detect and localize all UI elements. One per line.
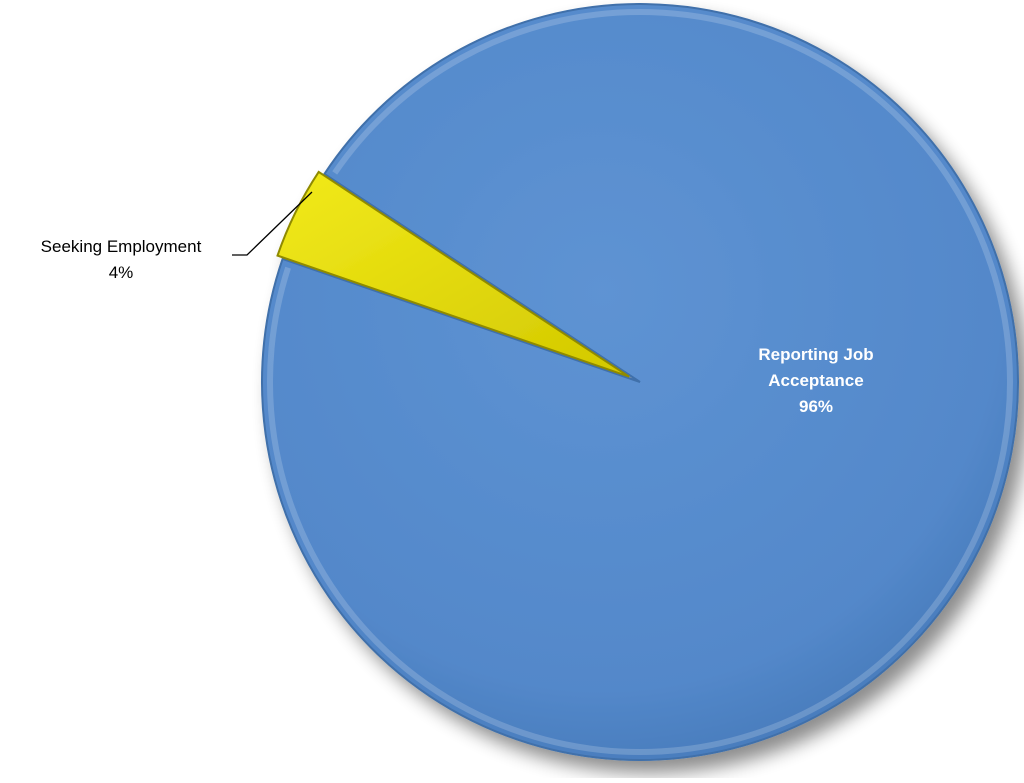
pie-label-leader-line bbox=[232, 191, 313, 256]
pie-slice-reporting-job-acceptance bbox=[261, 3, 1019, 761]
pie-slice-seeking-employment bbox=[276, 170, 630, 378]
pie-labels: Reporting Job Acceptance 96% Seeking Employ… bbox=[41, 191, 874, 416]
pie-slices bbox=[261, 3, 1019, 761]
pie-slice-bevel-highlight bbox=[267, 9, 1013, 755]
pie-label-seeking-employment: Seeking Employment 4% bbox=[41, 237, 202, 282]
pie-label-reporting-job-acceptance: Reporting Job Acceptance 96% bbox=[758, 345, 873, 416]
